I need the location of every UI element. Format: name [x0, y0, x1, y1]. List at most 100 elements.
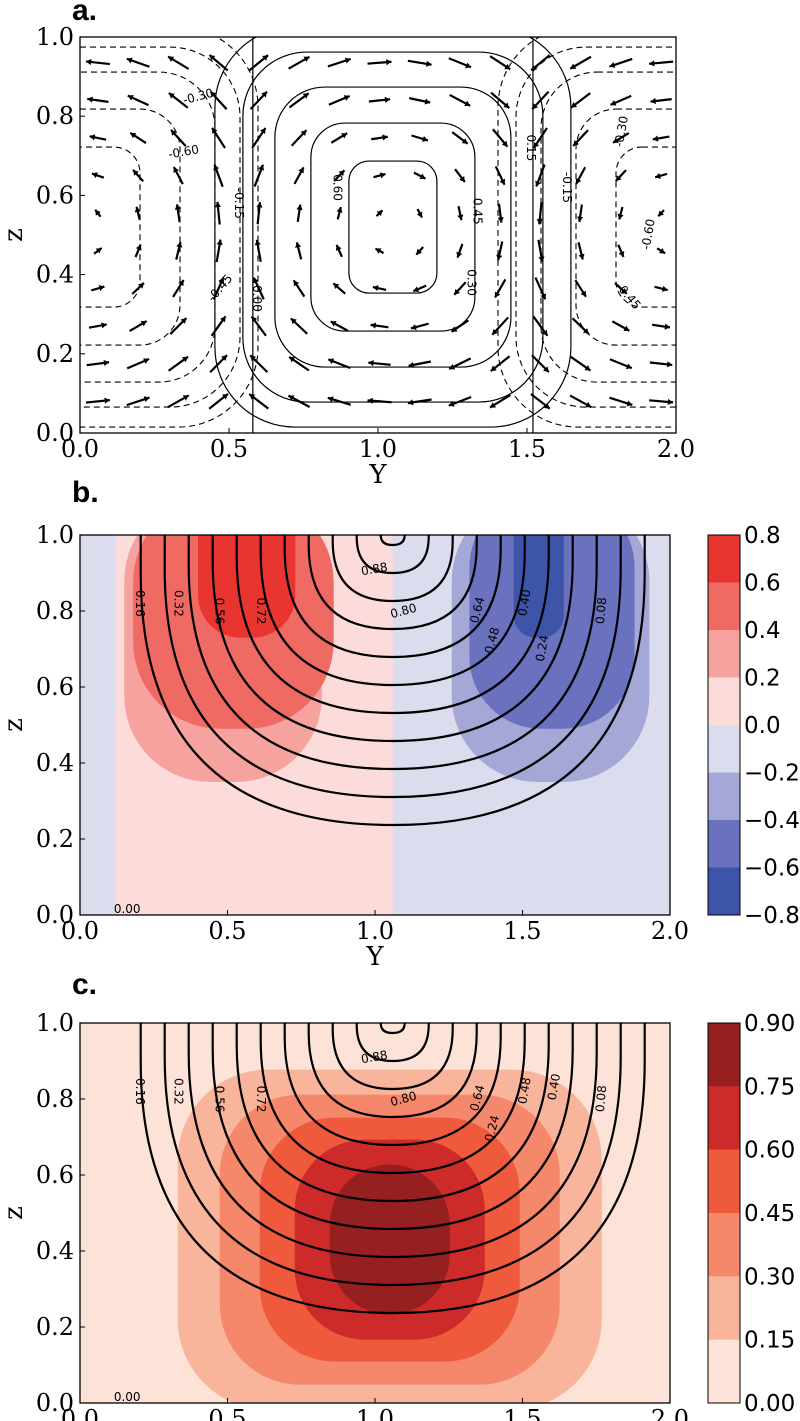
colorbar-tick-label: 0.4 [744, 618, 781, 644]
velocity-arrowhead [575, 177, 582, 184]
contour-label: 0.00 [250, 285, 264, 312]
velocity-arrowhead [343, 95, 350, 101]
velocity-arrowhead [370, 322, 377, 329]
velocity-arrowhead [535, 180, 541, 187]
velocity-arrowhead [143, 396, 150, 403]
contour-label: 0.24 [533, 634, 551, 663]
velocity-arrowhead [532, 103, 538, 110]
panel-c-ylabel: z [0, 1206, 29, 1220]
velocity-arrowhead [250, 355, 257, 362]
panel-b-ytick-label: 1.0 [36, 521, 74, 549]
colorbar-tick-label: 0.6 [744, 571, 781, 597]
velocity-arrowhead [536, 218, 543, 225]
velocity-arrowhead [95, 209, 101, 216]
velocity-arrowhead [661, 285, 668, 292]
velocity-arrowhead [459, 176, 465, 183]
velocity-arrowhead [368, 360, 374, 367]
colorbar-swatch [708, 820, 740, 868]
contour-line [355, 535, 430, 575]
panel-a-ytick-label: 1.0 [36, 23, 74, 51]
velocity-arrowhead [290, 318, 297, 325]
velocity-arrowhead [448, 400, 455, 407]
colorbar-tick-label: 0.45 [744, 1201, 795, 1227]
contour-label: -0.45 [205, 271, 236, 304]
contour-label: 0.00 [114, 1390, 141, 1404]
velocity-arrowhead [456, 251, 463, 258]
velocity-arrowhead [540, 293, 547, 300]
velocity-arrowhead [578, 253, 585, 260]
velocity-arrowhead [261, 91, 268, 98]
contour-label: 0.15 [524, 135, 538, 162]
panel-a: -0.30-0.60-0.15-0.450.600.450.150.300.00… [0, 23, 695, 490]
contour-label: -0.15 [232, 188, 246, 219]
velocity-arrowhead [249, 394, 256, 400]
contour-label: 0.24 [482, 1114, 502, 1143]
velocity-arrowhead [95, 247, 102, 254]
contour-line [355, 1023, 430, 1063]
velocity-arrowhead [666, 361, 673, 368]
velocity-arrowhead [451, 326, 458, 332]
velocity-arrowhead [457, 214, 464, 221]
colorbar-frame [707, 534, 741, 916]
panel-a-xtick-label: 2.0 [657, 435, 695, 463]
panel-a-ytick-label: 0.4 [36, 261, 74, 289]
panel-c-xtick-label: 0.0 [61, 1405, 99, 1421]
velocity-arrowhead [216, 239, 223, 246]
panel-c-xtick-label: 2.0 [651, 1405, 689, 1421]
velocity-arrowhead [168, 93, 175, 99]
velocity-arrowhead [126, 57, 133, 64]
velocity-arrowhead [130, 132, 137, 139]
velocity-arrowhead [571, 102, 578, 108]
colorbar-swatch [708, 1213, 740, 1277]
velocity-arrowhead [173, 167, 179, 174]
velocity-arrowhead [254, 239, 261, 246]
velocity-arrowhead [584, 365, 591, 371]
panel-c-ytick-label: 1.0 [36, 1009, 74, 1037]
contour-label: 0.30 [464, 269, 478, 296]
velocity-arrowhead [386, 59, 392, 66]
contour-line [163, 1023, 622, 1287]
panel-a-xtick-label: 0.5 [210, 435, 248, 463]
contour-label: 0.72 [254, 598, 268, 625]
contour-label: 0.48 [482, 626, 502, 655]
velocity-arrowhead [101, 322, 107, 329]
velocity-arrowhead [585, 401, 592, 408]
velocity-arrowhead [135, 244, 142, 251]
panel-a-ytick-label: 0.8 [36, 102, 74, 130]
contour-line [187, 535, 598, 771]
colorbar-swatch [708, 630, 740, 678]
streamline-contour [274, 86, 512, 368]
velocity-arrowhead [543, 403, 550, 409]
panel-a-xtick-label: 1.0 [359, 435, 397, 463]
panel-b-plot-area [80, 535, 670, 915]
velocity-arrowhead [582, 328, 589, 334]
velocity-arrowhead [138, 282, 144, 289]
panel-c-ytick-label: 0.8 [36, 1085, 74, 1113]
velocity-arrowhead [140, 321, 147, 327]
colorbar-swatch [708, 1023, 740, 1087]
contour-label: 0.88 [360, 1048, 389, 1066]
velocity-arrowhead [543, 366, 549, 373]
colorbar-swatch [708, 772, 740, 821]
colorbar-tick-label: 0.8 [744, 523, 781, 549]
contour-label: 0.60 [330, 174, 344, 201]
velocity-arrowhead [497, 217, 504, 223]
velocity-arrowhead [610, 99, 617, 106]
velocity-arrowhead [256, 202, 263, 208]
velocity-arrowhead [296, 204, 303, 211]
contour-line [283, 1023, 502, 1147]
velocity-arrowhead [341, 133, 348, 139]
velocity-arrowhead [494, 291, 501, 298]
velocity-arrowhead [620, 288, 627, 294]
velocity-arrowhead [375, 248, 382, 254]
velocity-arrowhead [253, 277, 259, 284]
panel-b-xtick-label: 1.0 [356, 917, 394, 945]
streamline-contour-dashed [80, 146, 141, 308]
colorbar-swatch [708, 535, 740, 583]
velocity-arrowhead [664, 323, 671, 330]
contour-label: 0.40 [515, 588, 533, 617]
panel-c-ytick-label: 0.4 [36, 1237, 74, 1265]
velocity-arrowhead [218, 277, 225, 284]
velocity-arrowhead [85, 58, 92, 66]
panel-a-xlabel: Y [368, 460, 387, 490]
